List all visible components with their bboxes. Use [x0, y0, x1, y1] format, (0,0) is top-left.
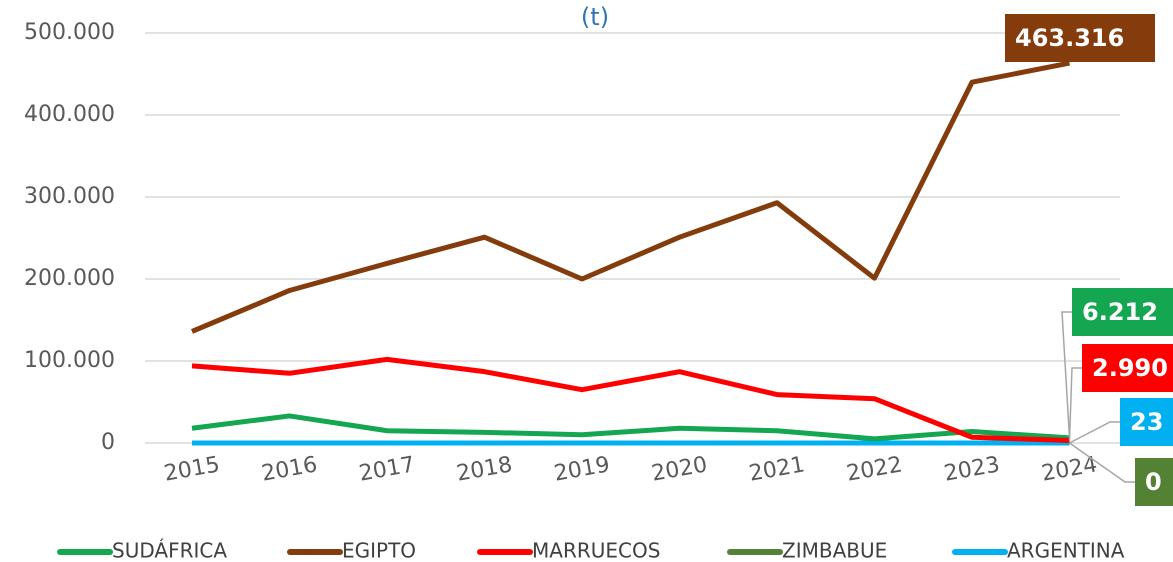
data-label: 2.990 [1092, 354, 1168, 382]
data-label: 0 [1145, 468, 1162, 496]
data-label: 463.316 [1015, 24, 1124, 52]
y-tick-label: 500.000 [24, 20, 115, 45]
leader-line [1069, 421, 1120, 444]
legend-label: MARRUECOS [532, 539, 660, 562]
legend-label: EGIPTO [342, 539, 416, 562]
data-label-box [1135, 458, 1173, 506]
leader-line [1061, 311, 1072, 438]
x-tick-label: 2016 [260, 452, 319, 486]
data-label: 6.212 [1082, 298, 1158, 326]
data-label-box [1005, 14, 1155, 62]
series-line [191, 413, 1070, 442]
data-label-box [1082, 344, 1173, 392]
x-tick-label: 2019 [552, 452, 611, 486]
legend-label: SUDÁFRICA [112, 539, 227, 562]
data-label-box [1120, 398, 1173, 446]
legend-label: ARGENTINA [1007, 539, 1125, 562]
x-tick-label: 2015 [162, 452, 221, 486]
leader-line [1069, 442, 1135, 483]
y-tick-label: 0 [101, 430, 115, 455]
x-tick-label: 2023 [942, 452, 1001, 486]
chart-title: (t) [581, 3, 609, 31]
y-tick-label: 100.000 [24, 348, 115, 373]
y-tick-label: 200.000 [24, 266, 115, 291]
x-tick-label: 2017 [357, 452, 416, 486]
x-tick-label: 2021 [747, 452, 806, 486]
series-line [191, 60, 1070, 334]
series-line [191, 356, 1070, 444]
legend-label: ZIMBABUE [782, 539, 887, 562]
x-tick-label: 2020 [650, 452, 709, 486]
x-tick-label: 2022 [845, 452, 904, 486]
leader-line [1068, 367, 1082, 441]
y-tick-label: 300.000 [24, 184, 115, 209]
y-tick-label: 400.000 [24, 102, 115, 127]
x-tick-label: 2018 [455, 452, 514, 486]
data-label: 23 [1130, 408, 1163, 436]
data-label-box [1072, 288, 1173, 336]
